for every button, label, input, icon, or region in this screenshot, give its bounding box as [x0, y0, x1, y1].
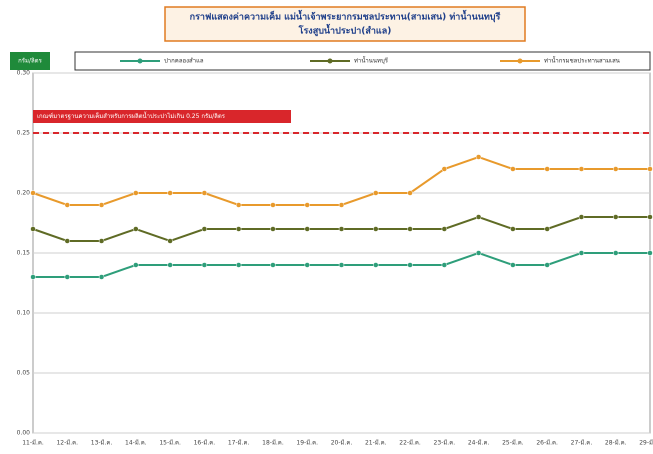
x-tick-label: 26-มี.ค.	[536, 439, 558, 447]
y-tick-label: 0.15	[17, 250, 31, 257]
legend-label: ท่าน้ำนนทบุรี	[354, 55, 389, 65]
annotation-box	[33, 110, 291, 123]
y-tick-label: 0.05	[17, 370, 31, 377]
point	[235, 226, 242, 232]
point	[441, 166, 448, 172]
legend-marker	[137, 58, 143, 64]
point	[338, 202, 345, 208]
point	[133, 226, 139, 232]
x-tick-label: 27-มี.ค.	[571, 439, 593, 447]
point	[578, 166, 585, 172]
x-tick-label: 17-มี.ค.	[228, 439, 250, 447]
x-tick-label: 14-มี.ค.	[125, 439, 147, 447]
point	[510, 226, 516, 232]
point	[133, 190, 139, 196]
point	[578, 250, 585, 256]
x-tick-label: 19-มี.ค.	[296, 439, 318, 447]
point	[270, 202, 276, 208]
point	[235, 202, 242, 208]
point	[647, 250, 653, 256]
point	[647, 214, 653, 220]
legend-label: ปากคลองสำแล	[164, 58, 204, 65]
y-tick-label: 0.10	[17, 310, 31, 317]
point	[133, 262, 139, 268]
legend-box	[74, 51, 651, 71]
point	[201, 262, 208, 268]
y-tick-label: 0.20	[17, 190, 31, 197]
y-tick-label: 0.00	[17, 430, 31, 437]
point	[64, 238, 71, 244]
x-tick-label: 20-มี.ค.	[331, 439, 353, 447]
chart-subtitle: โรงสูบน้ำประปา(สำแล)	[298, 24, 392, 37]
point	[475, 214, 482, 220]
x-tick-label: 15-มี.ค.	[159, 439, 181, 447]
title-box	[164, 6, 526, 42]
point	[612, 250, 619, 256]
point	[304, 226, 310, 232]
y-tick-label: 0.30	[17, 70, 31, 77]
point	[98, 238, 105, 244]
point	[544, 262, 550, 268]
x-tick-label: 12-มี.ค.	[56, 439, 78, 447]
point	[201, 190, 208, 196]
x-tick-label: 22-มี.ค.	[399, 439, 421, 447]
point	[475, 154, 482, 160]
point	[270, 262, 276, 268]
y-tick-label: 0.25	[17, 130, 31, 137]
point	[30, 274, 36, 280]
point	[167, 262, 173, 268]
x-tick-label: 21-มี.ค.	[365, 439, 387, 447]
point	[373, 190, 379, 196]
point	[270, 226, 276, 232]
point	[441, 226, 448, 232]
point	[338, 262, 345, 268]
unit-box	[10, 52, 50, 70]
x-tick-label: 24-มี.ค.	[468, 439, 490, 447]
annotation: เกณฑ์มาตรฐานความเค็มสำหรับการผลิตน้ำประป…	[37, 110, 226, 120]
x-tick-label: 13-มี.ค.	[91, 439, 113, 447]
x-tick-label: 16-มี.ค.	[194, 439, 216, 447]
point	[338, 226, 345, 232]
x-tick-label: 11-มี.ค.	[22, 439, 44, 447]
point	[407, 226, 413, 232]
point	[64, 274, 71, 280]
chart-title: กราฟแสดงค่าความเค็ม แม่น้ำเจ้าพระยากรมชล…	[190, 10, 501, 23]
point	[167, 238, 173, 244]
x-tick-label: 25-มี.ค.	[502, 439, 524, 447]
point	[612, 214, 619, 220]
point	[544, 226, 550, 232]
legend-marker	[517, 58, 523, 64]
point	[407, 262, 413, 268]
x-tick-label: 23-มี.ค.	[434, 439, 456, 447]
point	[510, 166, 516, 172]
point	[304, 202, 310, 208]
point	[373, 262, 379, 268]
point	[30, 226, 36, 232]
point	[407, 190, 413, 196]
legend-label: ท่าน้ำกรมชลประทานสามเสน	[544, 55, 620, 65]
y-axis-label: กรัม/ลิตร	[18, 58, 42, 65]
point	[304, 262, 310, 268]
x-tick-label: 18-มี.ค.	[262, 439, 284, 447]
point	[647, 166, 653, 172]
point	[441, 262, 448, 268]
point	[510, 262, 516, 268]
point	[98, 202, 105, 208]
point	[167, 190, 173, 196]
point	[201, 226, 208, 232]
point	[373, 226, 379, 232]
point	[544, 166, 550, 172]
point	[475, 250, 482, 256]
legend-marker	[327, 58, 333, 64]
x-tick-label: 28-มี.ค.	[605, 439, 627, 447]
point	[235, 262, 242, 268]
point	[64, 202, 71, 208]
point	[30, 190, 36, 196]
point	[98, 274, 105, 280]
point	[578, 214, 585, 220]
x-tick-label: 29-มี.ค.	[639, 439, 653, 447]
point	[612, 166, 619, 172]
